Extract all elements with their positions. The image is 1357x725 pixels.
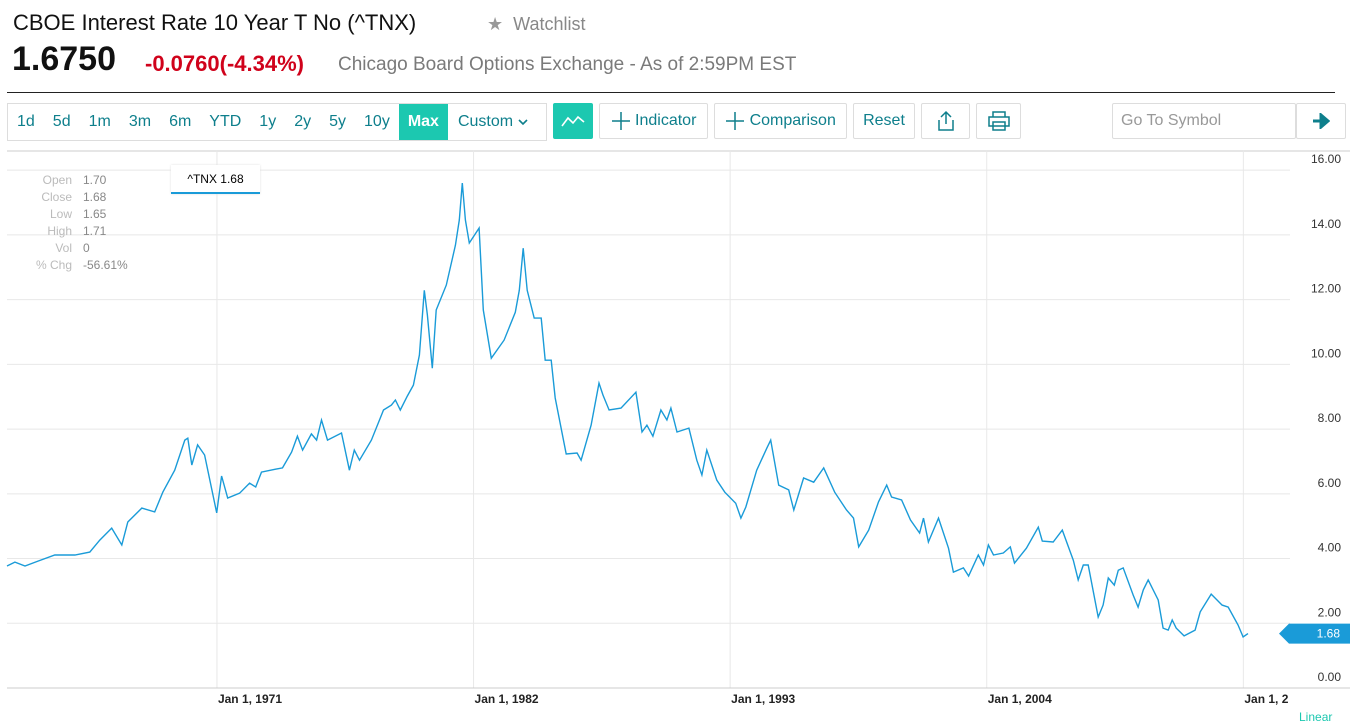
- legend-box: ^TNX 1.68: [171, 165, 260, 194]
- y-tick-label: 2.00: [1318, 605, 1342, 619]
- reset-button[interactable]: Reset: [853, 103, 915, 139]
- print-button[interactable]: [976, 103, 1021, 139]
- plus-icon: [611, 112, 630, 130]
- price-tag: [1279, 623, 1350, 644]
- x-tick-label: Jan 1, 2004: [988, 692, 1052, 706]
- panel-value: -56.61%: [83, 258, 128, 272]
- symbol-search[interactable]: Go To Symbol: [1112, 103, 1296, 139]
- x-tick-label: Jan 1, 1971: [218, 692, 282, 706]
- search-placeholder[interactable]: Go To Symbol: [1121, 112, 1222, 129]
- price: 1.6750: [12, 40, 116, 78]
- y-tick-label: 6.00: [1318, 476, 1342, 490]
- axis-mask: [1292, 710, 1352, 725]
- chart: 0.00 2.00 4.00 6.00 8.00 10.00 12.00 14.00 16.00…: [6, 150, 1352, 725]
- reset-label[interactable]: Reset: [863, 112, 905, 129]
- y-tick-label: 14.00: [1311, 217, 1341, 231]
- range-button[interactable]: 6m: [169, 113, 192, 130]
- range-button[interactable]: 10y: [364, 113, 390, 130]
- range-button[interactable]: 5y: [329, 113, 347, 130]
- panel-value: 0: [83, 241, 90, 255]
- panel-label: % Chg: [35, 258, 72, 272]
- x-tick-label: Jan 1, 2: [1244, 692, 1288, 706]
- y-tick-label: 8.00: [1318, 411, 1342, 425]
- y-tick-label: 0.00: [1318, 670, 1342, 684]
- panel-value: 1.68: [83, 190, 107, 204]
- custom-label[interactable]: Custom: [457, 113, 514, 130]
- arrow-icon: [1313, 113, 1330, 129]
- legend-label: ^TNX 1.68: [187, 171, 244, 186]
- share-icon: [937, 110, 954, 131]
- range-button[interactable]: 3m: [128, 113, 152, 130]
- y-tick-label: 16.00: [1311, 152, 1341, 166]
- scale-label: Linear: [1299, 710, 1332, 724]
- plus-icon: [726, 112, 745, 130]
- divider: [7, 92, 1335, 93]
- change-percent: (-4.34%): [219, 51, 304, 76]
- price-tag-label: 1.68: [1317, 627, 1341, 641]
- watchlist-label[interactable]: Watchlist: [513, 14, 586, 34]
- chart-type-button[interactable]: [553, 103, 593, 139]
- range-button[interactable]: 1d: [17, 113, 35, 130]
- comparison-label[interactable]: Comparison: [749, 112, 836, 129]
- range-button[interactable]: 2y: [294, 113, 312, 130]
- panel-value: 1.65: [83, 207, 107, 221]
- share-button[interactable]: [921, 103, 970, 139]
- range-button[interactable]: 5d: [52, 113, 71, 130]
- x-tick-label: Jan 1, 1982: [475, 692, 539, 706]
- indicator-label[interactable]: Indicator: [635, 112, 697, 129]
- panel-label: High: [47, 224, 72, 238]
- y-tick-label: 10.00: [1311, 346, 1341, 360]
- price-line: [6, 183, 1249, 638]
- line-icon: [561, 115, 585, 127]
- indicator-button[interactable]: Indicator: [599, 103, 708, 139]
- x-tick-label: Jan 1, 1993: [731, 692, 795, 706]
- panel-label: Close: [41, 190, 72, 204]
- comparison-button[interactable]: Comparison: [714, 103, 847, 139]
- search-go[interactable]: [1296, 103, 1346, 139]
- change: -0.0760(-4.34%): [145, 51, 304, 77]
- change-value: -0.0760: [145, 51, 220, 76]
- watchlist[interactable]: ★ Watchlist: [487, 14, 586, 34]
- custom-button[interactable]: Custom: [448, 104, 538, 140]
- panel-value: 1.71: [83, 224, 107, 238]
- range-button[interactable]: Max: [398, 104, 448, 140]
- chevron: [517, 119, 528, 126]
- source: Chicago Board Options Exchange - As of 2…: [338, 54, 797, 75]
- range-buttons: 1d 5d 1m 3m 6m YTD 1y 2y 5y 10y Max Custom: [7, 103, 547, 141]
- panel-label: Vol: [55, 241, 72, 255]
- panel-label: Open: [42, 173, 72, 187]
- range-button[interactable]: YTD: [209, 113, 242, 130]
- y-tick-label: 12.00: [1311, 282, 1341, 296]
- print-icon: [987, 111, 1010, 131]
- range-button[interactable]: 1m: [88, 113, 111, 130]
- quote-title: CBOE Interest Rate 10 Year T No (^TNX): [13, 10, 417, 35]
- y-tick-label: 4.00: [1318, 541, 1342, 555]
- range-button[interactable]: 1y: [259, 113, 277, 130]
- panel-label: Low: [49, 207, 72, 221]
- panel-value: 1.70: [83, 173, 107, 187]
